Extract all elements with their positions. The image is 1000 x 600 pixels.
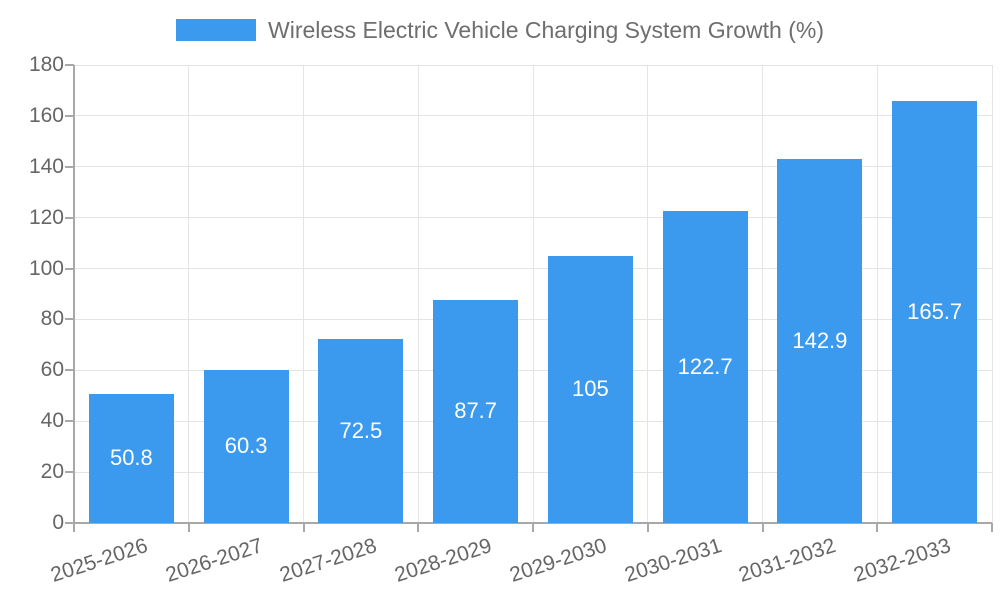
gridline-vertical xyxy=(188,65,190,523)
x-axis-label: 2025-2026 xyxy=(47,534,151,587)
x-axis-label: 2026-2027 xyxy=(162,534,266,587)
bar[interactable]: 122.7 xyxy=(662,210,748,523)
x-axis-tick xyxy=(761,523,764,532)
y-axis-label: 180 xyxy=(28,53,64,76)
x-axis-tick xyxy=(991,523,993,532)
x-axis-tick xyxy=(876,523,879,532)
x-axis-label: 2027-2028 xyxy=(277,534,380,587)
x-axis-tick xyxy=(302,523,305,532)
y-axis-tick xyxy=(65,267,74,270)
bar-value-label: 87.7 xyxy=(454,398,498,424)
bar[interactable]: 87.7 xyxy=(433,299,519,523)
bar-value-label: 60.3 xyxy=(224,433,268,459)
y-axis-tick xyxy=(65,165,74,168)
x-axis-label: 2028-2029 xyxy=(392,534,495,587)
bar[interactable]: 165.7 xyxy=(892,101,978,523)
y-axis-tick xyxy=(65,420,74,423)
y-axis-tick xyxy=(65,471,74,474)
y-axis-tick xyxy=(65,114,74,117)
x-axis-tick xyxy=(646,523,649,532)
y-axis-tick xyxy=(65,318,74,321)
y-axis-label: 80 xyxy=(40,307,64,331)
bar-value-label: 142.9 xyxy=(792,328,848,354)
bar-value-label: 122.7 xyxy=(677,353,733,379)
y-axis-tick xyxy=(65,522,74,524)
gridline-vertical xyxy=(532,65,534,523)
y-axis-label: 140 xyxy=(28,154,64,178)
bar-value-label: 105 xyxy=(572,376,609,402)
bar[interactable]: 50.8 xyxy=(88,393,174,523)
plot-area: 50.8 60.3 72.5 87.7 105 122.7 142.9 165.7 xyxy=(65,64,993,532)
y-axis-label: 20 xyxy=(40,460,64,484)
x-axis-label: 2029-2030 xyxy=(506,534,610,587)
y-axis-label: 160 xyxy=(28,103,64,127)
gridline-vertical xyxy=(876,65,878,523)
y-axis-label: 120 xyxy=(28,205,64,229)
bar-value-label: 50.8 xyxy=(109,445,153,471)
gridline-vertical xyxy=(762,65,763,523)
y-axis-tick xyxy=(65,369,74,372)
legend-item[interactable]: Wireless Electric Vehicle Charging Syste… xyxy=(176,16,824,44)
bar-value-label: 165.7 xyxy=(907,299,963,325)
y-axis-tick xyxy=(65,216,74,219)
x-axis-label: 2030-2031 xyxy=(621,534,725,587)
x-axis-tick xyxy=(417,523,420,532)
gridline-vertical xyxy=(991,65,993,523)
y-axis-tick xyxy=(65,64,74,66)
chart-legend: Wireless Electric Vehicle Charging Syste… xyxy=(0,16,1000,44)
x-axis-tick xyxy=(187,523,190,532)
gridline-vertical xyxy=(303,65,304,523)
bar[interactable]: 142.9 xyxy=(777,159,863,523)
y-axis-line xyxy=(73,65,75,523)
bar-value-label: 72.5 xyxy=(339,417,383,443)
x-axis-tick xyxy=(73,523,75,532)
y-axis-label: 0 xyxy=(52,511,64,534)
y-axis-label: 60 xyxy=(40,358,64,382)
y-axis-label: 40 xyxy=(40,409,64,433)
x-axis-label: 2031-2032 xyxy=(736,534,839,587)
x-axis-label: 2032-2033 xyxy=(851,534,954,587)
bar[interactable]: 105 xyxy=(547,255,633,523)
legend-label: Wireless Electric Vehicle Charging Syste… xyxy=(268,17,824,43)
x-axis-tick xyxy=(532,523,534,532)
bar[interactable]: 60.3 xyxy=(203,369,289,523)
y-axis-label: 100 xyxy=(28,256,64,280)
x-axis-line xyxy=(73,522,992,524)
gridline-vertical xyxy=(417,65,419,523)
bar[interactable]: 72.5 xyxy=(318,338,404,523)
gridline-vertical xyxy=(647,65,649,523)
legend-swatch xyxy=(176,19,256,41)
